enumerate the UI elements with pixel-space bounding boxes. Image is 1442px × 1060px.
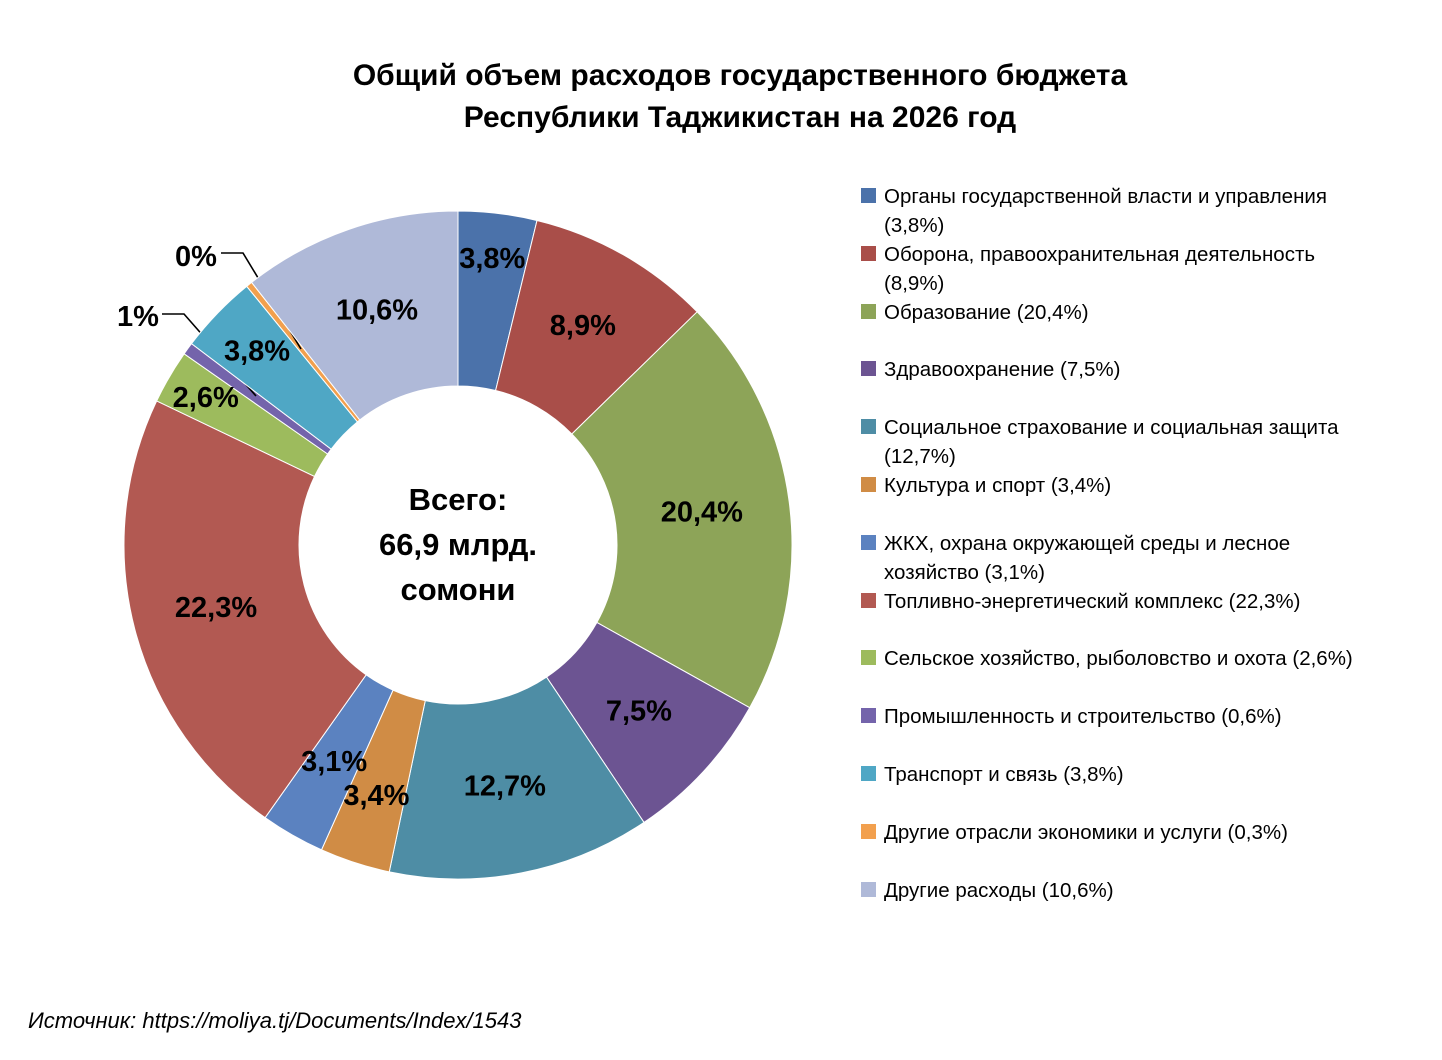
chart-title: Общий объем расходов государственного бю… xyxy=(352,59,1128,134)
legend-label: Другие отрасли экономики и услуги (0,3%) xyxy=(884,820,1288,844)
legend-item: Транспорт и связь (3,8%) xyxy=(861,760,1431,818)
slice-label: 3,4% xyxy=(343,780,409,812)
legend-swatch xyxy=(861,188,876,203)
legend-swatch xyxy=(861,245,876,261)
legend-label: Топливно-энергетический комплекс (22,3%) xyxy=(884,589,1301,613)
pie-slice-8 xyxy=(123,400,367,819)
legend-label: Здравоохранение (7,5%) xyxy=(884,358,1121,382)
legend-swatch xyxy=(861,823,876,839)
legend-swatch xyxy=(861,361,876,377)
slice-label: 2,6% xyxy=(173,382,239,414)
pie-slice-3 xyxy=(571,311,793,709)
slice-label: 22,3% xyxy=(175,592,257,624)
legend-item: Культура и спорт (3,4%) xyxy=(861,471,1431,529)
slice-label: 8,9% xyxy=(550,310,616,342)
chart-legend: Органы государственной власти и управлен… xyxy=(861,182,1431,933)
legend-swatch xyxy=(861,419,876,435)
legend-label: Сельское хозяйство, рыболовство и охота … xyxy=(884,647,1353,671)
slice-label: 0% xyxy=(175,241,217,273)
slice-label: 12,7% xyxy=(464,770,546,802)
legend-item: Органы государственной власти и управлен… xyxy=(861,182,1431,240)
source-note: Источник: https://moliya.tj/Documents/In… xyxy=(28,1008,522,1033)
legend-item: Промышленность и строительство (0,6%) xyxy=(861,702,1431,760)
legend-swatch xyxy=(861,592,876,608)
slice-label: 3,1% xyxy=(301,746,367,778)
legend-label: Культура и спорт (3,4%) xyxy=(884,473,1112,497)
legend-label: Другие расходы (10,6%) xyxy=(884,878,1114,902)
slice-label: 3,8% xyxy=(224,335,290,367)
legend-item: Оборона, правоохранительная деятельность… xyxy=(861,240,1431,298)
pie-slice-13 xyxy=(250,210,459,421)
legend-swatch xyxy=(861,476,876,492)
legend-swatch xyxy=(861,765,876,781)
slice-label: 3,8% xyxy=(459,243,525,275)
legend-item: Образование (20,4%) xyxy=(861,298,1431,356)
legend-swatch xyxy=(861,881,876,897)
legend-swatch xyxy=(861,650,876,666)
legend-item: Другие отрасли экономики и услуги (0,3%) xyxy=(861,818,1431,876)
legend-label: Органы государственной власти и управлен… xyxy=(884,185,1327,237)
legend-item: Другие расходы (10,6%) xyxy=(861,876,1431,934)
legend-label: Оборона, правоохранительная деятельность… xyxy=(884,242,1316,295)
slice-label: 1% xyxy=(117,301,159,333)
legend-item: Топливно-энергетический комплекс (22,3%) xyxy=(861,587,1431,645)
slice-label: 10,6% xyxy=(336,295,418,327)
legend-swatch xyxy=(861,708,876,724)
legend-label: ЖКХ, охрана окружающей среды и лесное хо… xyxy=(884,531,1291,584)
slice-label: 20,4% xyxy=(661,497,743,529)
pie-slice-5 xyxy=(388,676,645,880)
legend-item: ЖКХ, охрана окружающей среды и лесное хо… xyxy=(861,529,1431,587)
slice-label: 7,5% xyxy=(606,696,672,728)
donut-center-label: Всего: 66,9 млрд. сомони xyxy=(378,482,538,607)
legend-label: Образование (20,4%) xyxy=(884,300,1089,324)
legend-label: Промышленность и строительство (0,6%) xyxy=(884,705,1282,729)
legend-item: Здравоохранение (7,5%) xyxy=(861,355,1431,413)
legend-swatch xyxy=(861,534,876,550)
legend-swatch xyxy=(861,303,876,319)
legend-item: Сельское хозяйство, рыболовство и охота … xyxy=(861,644,1431,702)
legend-label: Социальное страхование и социальная защи… xyxy=(884,416,1339,469)
legend-label: Транспорт и связь (3,8%) xyxy=(884,762,1124,786)
legend-item: Социальное страхование и социальная защи… xyxy=(861,413,1431,471)
